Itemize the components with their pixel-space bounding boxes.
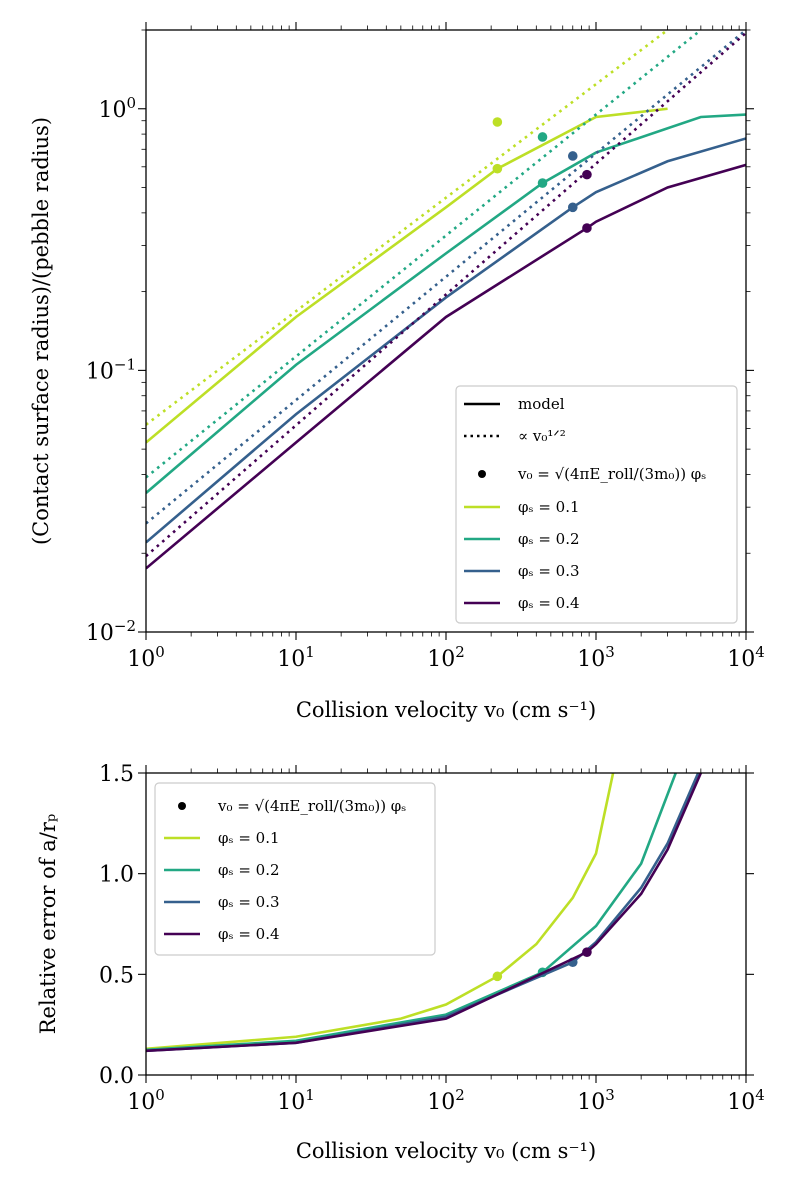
top-marker-phi-1-0 bbox=[492, 163, 503, 174]
top-marker-phi-2-1 bbox=[537, 132, 548, 142]
top-marker-phi-3-1 bbox=[567, 151, 578, 161]
bottom-x-tick-label-2: 102 bbox=[427, 1086, 465, 1115]
bottom-legend-label-phi-0-4: φₛ = 0.4 bbox=[218, 925, 280, 943]
bottom-chart-panel: 100 101 102 103 104 0.0 0.5 1.0 1.5 Collision ve… bbox=[36, 762, 765, 1163]
top-plot-frame bbox=[145, 29, 747, 633]
top-legend: model ∝ v₀¹ᐟ² v₀ = √(4πE_roll/(3m₀)) φₛ … bbox=[455, 385, 738, 624]
top-marker-phi-4-0 bbox=[582, 223, 592, 233]
top-marker-phi-3-0 bbox=[567, 202, 578, 213]
top-y-tick-label--1: 10−1 bbox=[86, 355, 136, 384]
top-y-axis-label: (Contact surface radius)/(pebble radius) bbox=[29, 117, 53, 545]
top-legend-box bbox=[455, 385, 738, 624]
bottom-y-tick-label-0-0: 0.0 bbox=[99, 1064, 134, 1089]
bottom-y-tick-label-1-5: 1.5 bbox=[99, 762, 134, 787]
bottom-legend-label-phi-0-1: φₛ = 0.1 bbox=[218, 829, 280, 847]
bottom-x-tick-label-1: 101 bbox=[277, 1086, 315, 1115]
top-marker-phi-2-0 bbox=[537, 178, 548, 188]
bottom-x-tick-label-4: 104 bbox=[727, 1086, 765, 1115]
model-line-phi-1 bbox=[146, 107, 668, 444]
bottom-y-axis-label: Relative error of a/rₚ bbox=[36, 814, 60, 1035]
top-marker-phi-4-1 bbox=[582, 169, 592, 180]
bottom-legend-label-phi-0-2: φₛ = 0.2 bbox=[218, 861, 280, 879]
bottom-x-tick-label-3: 103 bbox=[577, 1086, 615, 1115]
bottom-y-tick-label-1-0: 1.0 bbox=[99, 863, 134, 888]
top-x-tick-label-0: 100 bbox=[127, 643, 165, 672]
top-x-axis-label: Collision velocity v₀ (cm s⁻¹) bbox=[296, 698, 596, 722]
top-x-tick-label-4: 104 bbox=[727, 643, 765, 672]
bottom-marker-phi-4 bbox=[582, 947, 592, 957]
top-y-tick-label--2: 10−2 bbox=[86, 617, 136, 646]
top-x-tick-label-3: 103 bbox=[577, 643, 615, 672]
top-y-tick-label-0: 100 bbox=[98, 94, 136, 123]
bottom-x-tick-label-0: 100 bbox=[127, 1086, 165, 1115]
bottom-legend-swatch-marker bbox=[178, 802, 186, 810]
bottom-legend-box bbox=[154, 782, 436, 956]
legend-label-phi-0-2: φₛ = 0.2 bbox=[518, 530, 580, 548]
bottom-marker-phi-1 bbox=[492, 971, 503, 982]
scaling-line-phi-4 bbox=[146, 31, 746, 558]
bottom-x-axis-label: Collision velocity v₀ (cm s⁻¹) bbox=[296, 1139, 596, 1163]
bottom-legend: v₀ = √(4πE_roll/(3m₀)) φₛ φₛ = 0.1 φₛ = … bbox=[154, 782, 436, 956]
legend-label-marker: v₀ = √(4πE_roll/(3m₀)) φₛ bbox=[517, 465, 706, 483]
legend-label-scaling: ∝ v₀¹ᐟ² bbox=[518, 427, 566, 445]
bottom-y-tick-label-0-5: 0.5 bbox=[99, 963, 134, 988]
top-x-tick-label-1: 101 bbox=[277, 643, 315, 672]
scaling-line-phi-1 bbox=[146, 30, 669, 426]
legend-label-model: model bbox=[518, 395, 565, 413]
legend-swatch-marker bbox=[478, 470, 486, 478]
legend-label-phi-0-4: φₛ = 0.4 bbox=[518, 594, 580, 612]
bottom-plot-frame bbox=[145, 772, 747, 1076]
legend-label-phi-0-3: φₛ = 0.3 bbox=[518, 562, 580, 580]
error-line-phi-4 bbox=[146, 773, 703, 1053]
top-chart-panel: 100 101 102 103 104 10−2 10−1 100 Collision vel… bbox=[29, 22, 765, 722]
top-xlabel-text: Collision velocity v₀ (cm s⁻¹) bbox=[296, 698, 596, 722]
bottom-legend-label-phi-0-3: φₛ = 0.3 bbox=[218, 893, 280, 911]
top-x-tick-label-2: 102 bbox=[427, 643, 465, 672]
bottom-legend-label-marker: v₀ = √(4πE_roll/(3m₀)) φₛ bbox=[217, 797, 406, 815]
top-marker-phi-1-1 bbox=[492, 117, 503, 127]
legend-label-phi-0-1: φₛ = 0.1 bbox=[518, 498, 580, 516]
